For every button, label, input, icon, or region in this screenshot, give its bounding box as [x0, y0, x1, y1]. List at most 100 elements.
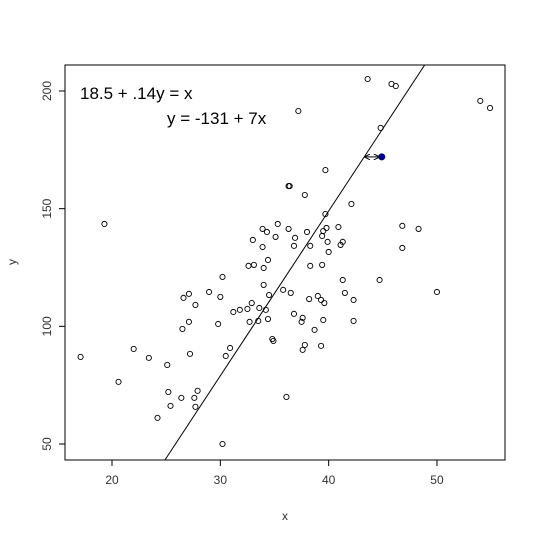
point	[270, 337, 277, 344]
point	[299, 314, 306, 321]
point	[191, 394, 198, 401]
highlight-point	[378, 153, 386, 161]
point	[433, 288, 441, 296]
point	[376, 276, 383, 284]
y-tick-label: 150	[40, 198, 54, 218]
point	[192, 301, 199, 308]
point	[335, 223, 342, 231]
point	[350, 296, 357, 304]
point	[283, 393, 290, 400]
point	[185, 290, 192, 297]
point	[286, 183, 293, 190]
point	[364, 75, 371, 83]
point	[399, 244, 406, 252]
y-tick-label: 200	[40, 81, 54, 101]
point	[264, 315, 272, 323]
point	[311, 326, 318, 333]
point	[266, 291, 273, 299]
point	[299, 346, 306, 353]
point	[348, 200, 355, 208]
point	[194, 387, 201, 394]
point	[319, 232, 326, 240]
point	[477, 97, 484, 104]
point	[301, 191, 308, 199]
point	[280, 286, 287, 293]
point	[244, 305, 251, 312]
point	[341, 289, 348, 296]
point	[260, 264, 267, 272]
point	[215, 320, 222, 328]
point	[154, 414, 161, 421]
point	[246, 318, 253, 325]
y-tick-label: 100	[40, 316, 54, 336]
point	[259, 225, 266, 232]
point	[318, 296, 325, 304]
point	[303, 228, 311, 236]
point	[130, 345, 137, 352]
point	[323, 224, 330, 232]
point	[487, 104, 494, 111]
x-tick-label: 50	[430, 473, 444, 487]
point	[292, 234, 299, 241]
point	[185, 318, 192, 325]
point	[264, 256, 272, 264]
point	[321, 299, 328, 307]
point	[259, 243, 266, 251]
annotation: 18.5 + .14y = x	[80, 84, 193, 103]
point	[301, 341, 308, 348]
point	[307, 262, 314, 269]
x-axis-label: x	[282, 509, 288, 523]
annotation: y = -131 + 7x	[167, 109, 267, 128]
point	[248, 299, 255, 307]
point	[245, 262, 252, 269]
point	[101, 220, 108, 228]
point	[178, 394, 185, 401]
point	[217, 293, 224, 300]
point	[274, 220, 281, 228]
point	[179, 325, 186, 332]
y-tick-label: 50	[40, 437, 54, 451]
x-tick-label: 40	[322, 473, 336, 487]
point	[192, 403, 199, 410]
point	[306, 295, 313, 303]
point	[285, 225, 292, 232]
x-tick-label: 30	[214, 473, 228, 487]
point	[164, 361, 171, 368]
point	[145, 354, 152, 361]
fit-line	[164, 65, 426, 460]
point	[339, 276, 346, 284]
point	[314, 292, 321, 300]
point	[249, 236, 256, 244]
point	[272, 233, 279, 240]
point	[180, 294, 187, 301]
point	[206, 288, 213, 296]
point	[219, 273, 226, 280]
point	[77, 353, 84, 360]
point	[256, 304, 263, 312]
point	[320, 316, 327, 324]
point	[399, 222, 406, 229]
point	[320, 227, 327, 235]
point	[307, 242, 314, 249]
point	[319, 261, 326, 268]
point	[415, 225, 422, 232]
point	[350, 317, 357, 324]
point	[230, 308, 237, 316]
point	[263, 228, 270, 236]
point	[236, 306, 243, 313]
point	[219, 440, 226, 448]
point	[250, 261, 257, 268]
point	[298, 318, 305, 325]
point	[227, 344, 234, 352]
point	[318, 342, 325, 349]
point	[115, 378, 122, 385]
x-tick-label: 20	[105, 473, 119, 487]
point	[186, 350, 194, 357]
point	[165, 388, 172, 396]
y-axis-label: y	[5, 259, 19, 265]
point	[290, 310, 298, 317]
point	[339, 238, 346, 245]
point	[222, 352, 229, 360]
point	[392, 83, 399, 90]
